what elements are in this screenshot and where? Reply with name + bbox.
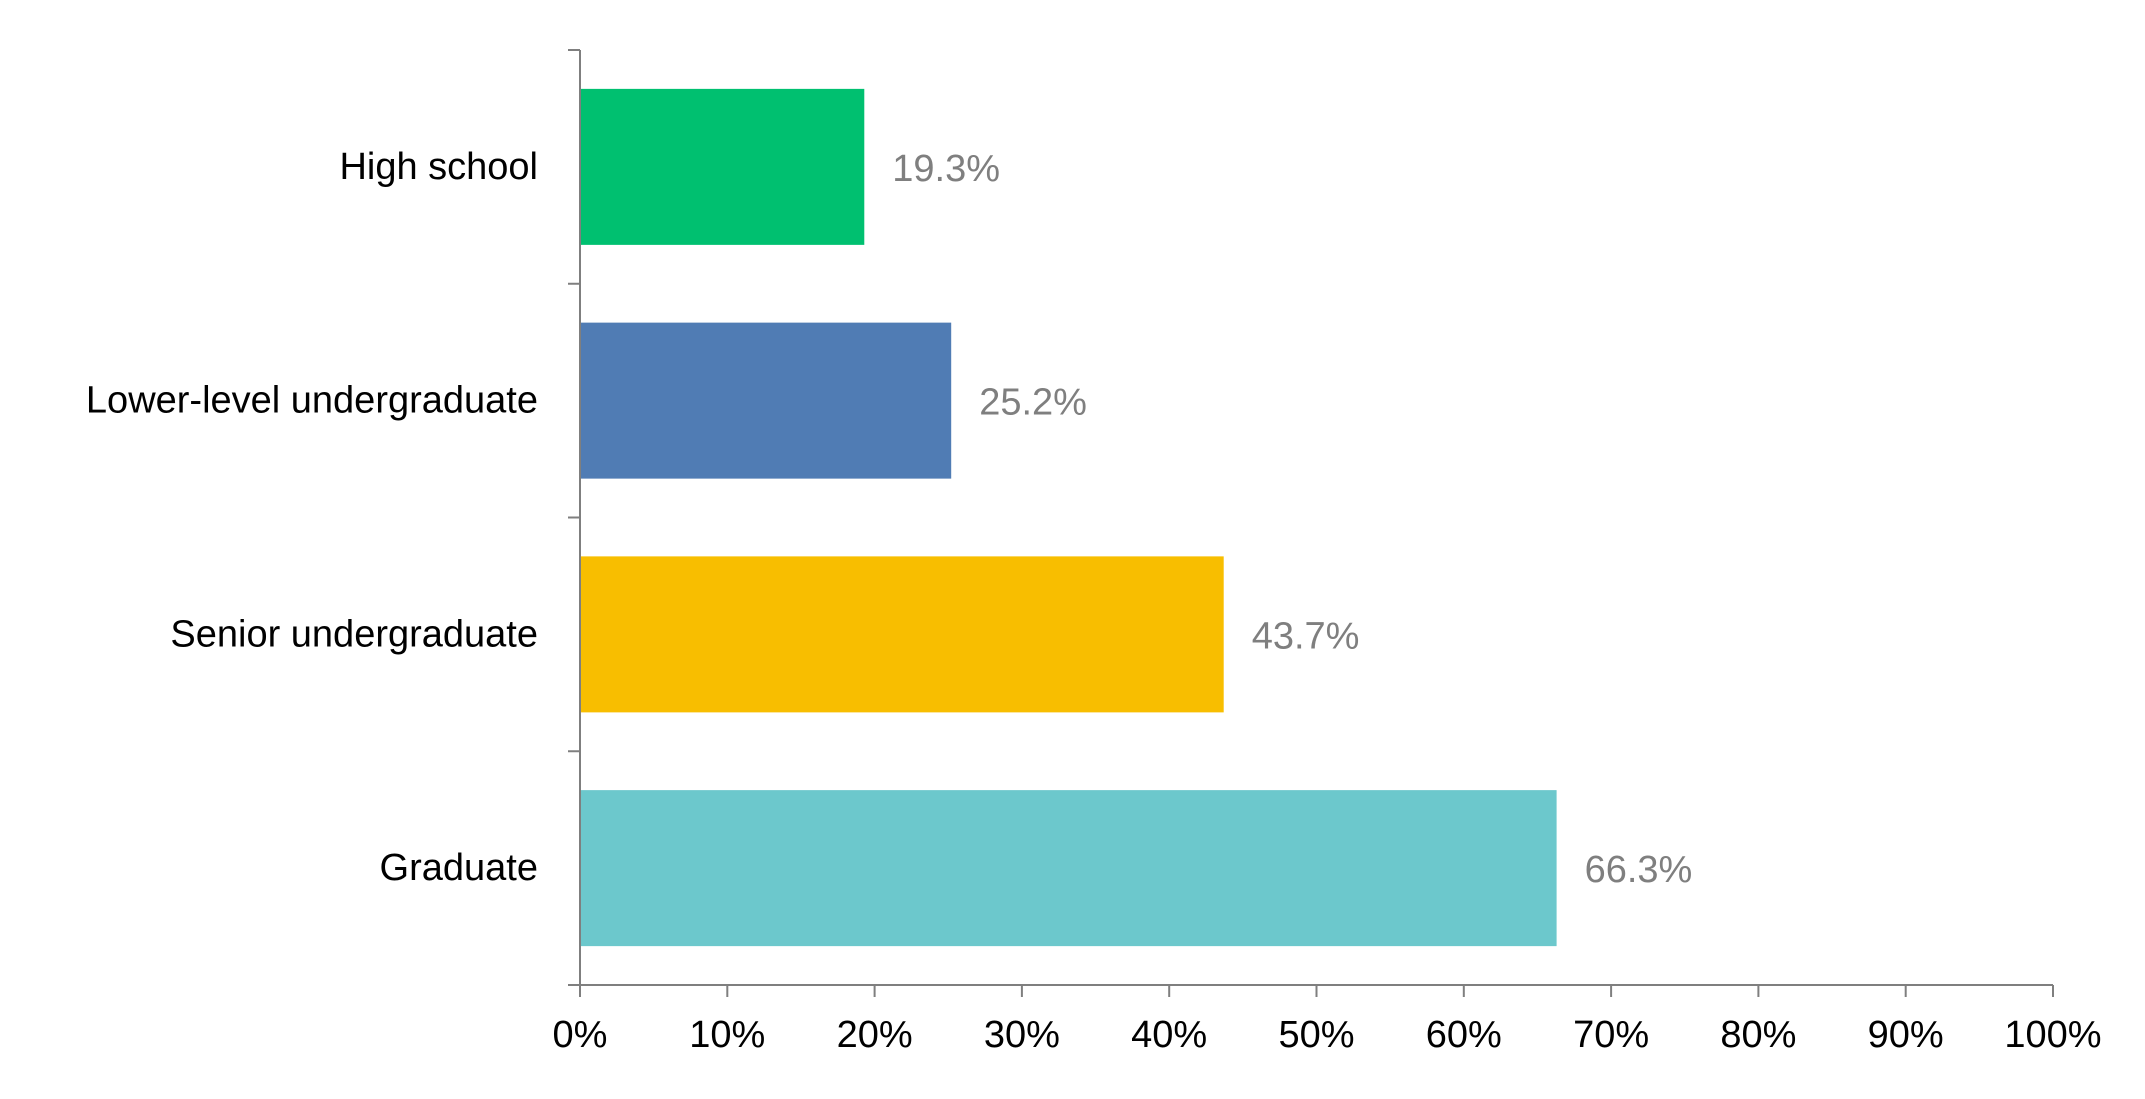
data-label-lower-level-undergraduate: 25.2% [979,382,1087,424]
x-tick-label-70: 70% [1573,1014,1649,1056]
x-tick-label-30: 30% [984,1014,1060,1056]
x-tick-label-40: 40% [1131,1014,1207,1056]
bar-lower-level-undergraduate [580,322,952,479]
x-tick-label-0: 0% [553,1014,608,1056]
category-label-senior-undergraduate: Senior undergraduate [170,613,538,655]
x-tick-label-60: 60% [1426,1014,1502,1056]
category-label-high-school: High school [339,146,538,188]
labels-layer: High school 19.3% Lower-level undergraduat… [86,146,2102,1056]
x-tick-label-20: 20% [837,1014,913,1056]
x-tick-label-100: 100% [2004,1014,2101,1056]
category-label-lower-level-undergraduate: Lower-level undergraduate [86,380,538,422]
bar-graduate [580,790,1557,947]
x-tick-label-80: 80% [1720,1014,1796,1056]
x-tick-label-10: 10% [689,1014,765,1056]
data-label-graduate: 66.3% [1585,849,1693,891]
axes-layer [568,49,2054,997]
bars-layer [580,88,1557,947]
data-label-senior-undergraduate: 43.7% [1252,615,1360,657]
bar-senior-undergraduate [580,556,1224,713]
x-tick-label-50: 50% [1278,1014,1354,1056]
category-label-graduate: Graduate [380,847,538,889]
data-label-high-school: 19.3% [892,148,1000,190]
x-tick-label-90: 90% [1868,1014,1944,1056]
bar-high-school [580,88,865,245]
